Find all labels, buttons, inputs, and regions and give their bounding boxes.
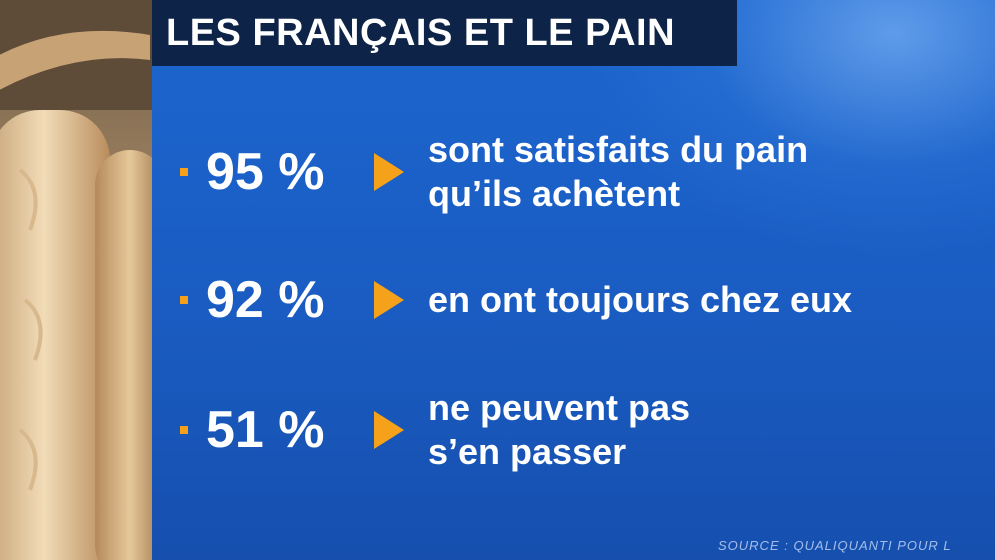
stat-description: sont satisfaits du pain qu’ils achètent (428, 128, 808, 216)
stat-row: 51 % ne peuvent pas s’en passer (180, 386, 690, 474)
stat-value: 51 % (206, 401, 325, 459)
stats-panel (152, 0, 995, 560)
arrow-right-icon (374, 153, 404, 191)
bread-photo (0, 0, 152, 560)
stat-description-line: qu’ils achètent (428, 173, 681, 214)
stat-description-line: en ont toujours chez eux (428, 279, 853, 320)
stat-description-line: ne peuvent pas (428, 387, 691, 428)
stat-value: 95 % (206, 143, 325, 201)
stat-description-line: s’en passer (428, 431, 627, 472)
stat-description: ne peuvent pas s’en passer (428, 386, 690, 474)
arrow-right-icon (374, 281, 404, 319)
stat-row: 92 % en ont toujours chez eux (180, 270, 852, 330)
title-bar: LES FRANÇAIS ET LE PAIN (152, 0, 737, 66)
source-credit: SOURCE : QUALIQUANTI POUR L (718, 538, 952, 553)
baguette-illustration (0, 0, 152, 560)
stat-description: en ont toujours chez eux (428, 278, 852, 322)
stat-description-line: sont satisfaits du pain (428, 129, 809, 170)
bullet-marker (180, 296, 188, 304)
bullet-marker (180, 168, 188, 176)
panel-title: LES FRANÇAIS ET LE PAIN (166, 11, 676, 54)
arrow-right-icon (374, 411, 404, 449)
stat-row: 95 % sont satisfaits du pain qu’ils achè… (180, 128, 808, 216)
bullet-marker (180, 426, 188, 434)
stat-value: 92 % (206, 271, 325, 329)
